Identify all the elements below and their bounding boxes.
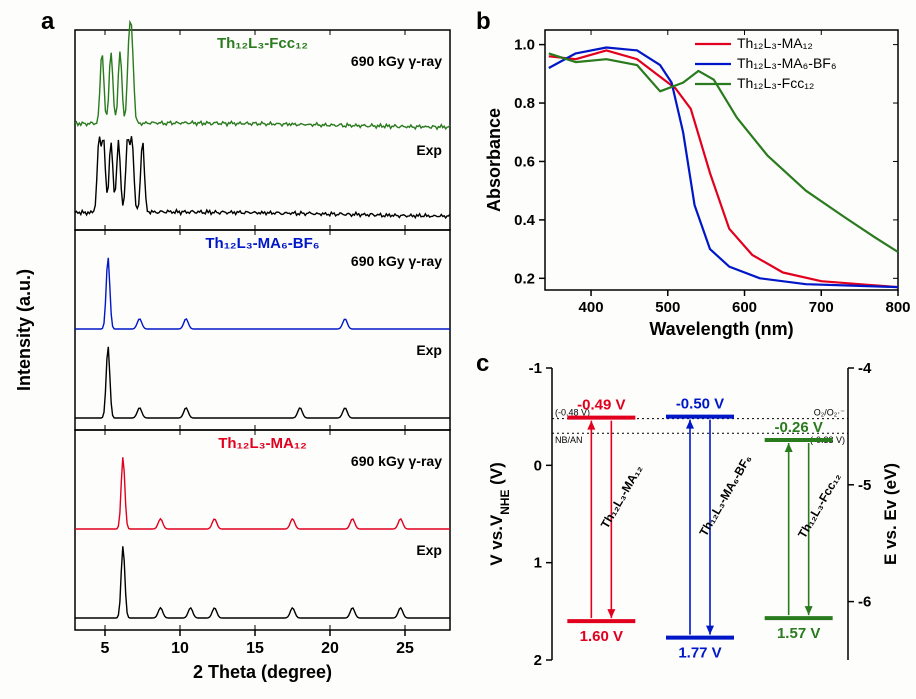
svg-text:Th₁₂L₃-MA₁₂: Th₁₂L₃-MA₁₂ <box>598 463 646 531</box>
svg-text:Intensity (a.u.): Intensity (a.u.) <box>14 269 34 391</box>
svg-text:Th₁₂L₃-MA₆-BF₆: Th₁₂L₃-MA₆-BF₆ <box>205 235 319 252</box>
svg-text:2 Theta (degree): 2 Theta (degree) <box>193 662 332 682</box>
svg-text:-0.49 V: -0.49 V <box>577 397 625 414</box>
svg-text:0.2: 0.2 <box>514 270 535 287</box>
svg-text:5: 5 <box>101 640 110 657</box>
svg-text:-0.50 V: -0.50 V <box>676 396 724 413</box>
svg-text:20: 20 <box>321 640 339 657</box>
svg-text:600: 600 <box>732 299 757 316</box>
svg-text:700: 700 <box>809 299 834 316</box>
panel-c-bandgap: -1012-4-5-6V vs.VNHE (V)E vs. Ev (eV)(-0… <box>480 350 910 690</box>
svg-text:Wavelength (nm): Wavelength (nm) <box>649 319 793 339</box>
svg-text:0.4: 0.4 <box>514 212 536 229</box>
svg-text:-0.26 V: -0.26 V <box>774 419 822 436</box>
svg-text:-6: -6 <box>858 594 871 611</box>
svg-text:0.6: 0.6 <box>514 153 535 170</box>
svg-text:-5: -5 <box>858 477 871 494</box>
svg-text:690 kGy γ-ray: 690 kGy γ-ray <box>351 53 442 69</box>
svg-text:1.60 V: 1.60 V <box>580 628 623 645</box>
svg-text:Th₁₂L₃-Fcc₁₂: Th₁₂L₃-Fcc₁₂ <box>795 471 844 541</box>
svg-text:1.57 V: 1.57 V <box>777 625 820 642</box>
svg-text:0: 0 <box>534 457 542 474</box>
svg-text:Exp: Exp <box>416 542 442 558</box>
svg-text:15: 15 <box>246 640 264 657</box>
svg-text:NB/AN: NB/AN <box>555 435 583 445</box>
svg-text:25: 25 <box>396 640 414 657</box>
svg-text:1.0: 1.0 <box>514 37 535 54</box>
svg-text:400: 400 <box>579 299 604 316</box>
svg-text:0.8: 0.8 <box>514 95 535 112</box>
svg-text:690 kGy γ-ray: 690 kGy γ-ray <box>351 453 442 469</box>
panel-b-absorbance: 400 500 600 700 800 0.2 0.4 0.6 0.8 1.0 Wavelength… <box>480 10 910 345</box>
svg-text:2: 2 <box>534 652 542 669</box>
svg-text:-1: -1 <box>529 360 542 377</box>
svg-text:Th₁₂L₃-MA₆-BF₆: Th₁₂L₃-MA₆-BF₆ <box>696 452 754 538</box>
svg-text:Th₁₂L₃-MA₆-BF₆: Th₁₂L₃-MA₆-BF₆ <box>737 55 837 71</box>
svg-text:800: 800 <box>885 299 910 316</box>
svg-text:Th₁₂L₃-MA₁₂: Th₁₂L₃-MA₁₂ <box>218 435 306 452</box>
svg-text:Th₁₂L₃-Fcc₁₂: Th₁₂L₃-Fcc₁₂ <box>737 75 814 91</box>
svg-text:Th₁₂L₃-MA₁₂: Th₁₂L₃-MA₁₂ <box>737 35 813 51</box>
svg-text:1.77 V: 1.77 V <box>678 645 721 662</box>
svg-text:500: 500 <box>655 299 680 316</box>
svg-text:1: 1 <box>534 555 542 572</box>
svg-text:V vs.VNHE (V): V vs.VNHE (V) <box>487 462 512 566</box>
svg-text:-4: -4 <box>858 360 872 377</box>
panel-a-xrd: Intensity (a.u.) Th₁₂L₃-Fcc₁₂ 690 kGy γ-ra… <box>10 10 460 690</box>
svg-text:Absorbance: Absorbance <box>484 108 504 212</box>
svg-text:Th₁₂L₃-Fcc₁₂: Th₁₂L₃-Fcc₁₂ <box>217 35 308 52</box>
svg-text:E vs. Ev (eV): E vs. Ev (eV) <box>881 463 900 565</box>
svg-text:O₂/O₂·⁻: O₂/O₂·⁻ <box>814 408 845 418</box>
svg-text:Exp: Exp <box>416 142 442 158</box>
svg-text:690 kGy γ-ray: 690 kGy γ-ray <box>351 253 442 269</box>
svg-text:10: 10 <box>171 640 189 657</box>
svg-text:Exp: Exp <box>416 342 442 358</box>
